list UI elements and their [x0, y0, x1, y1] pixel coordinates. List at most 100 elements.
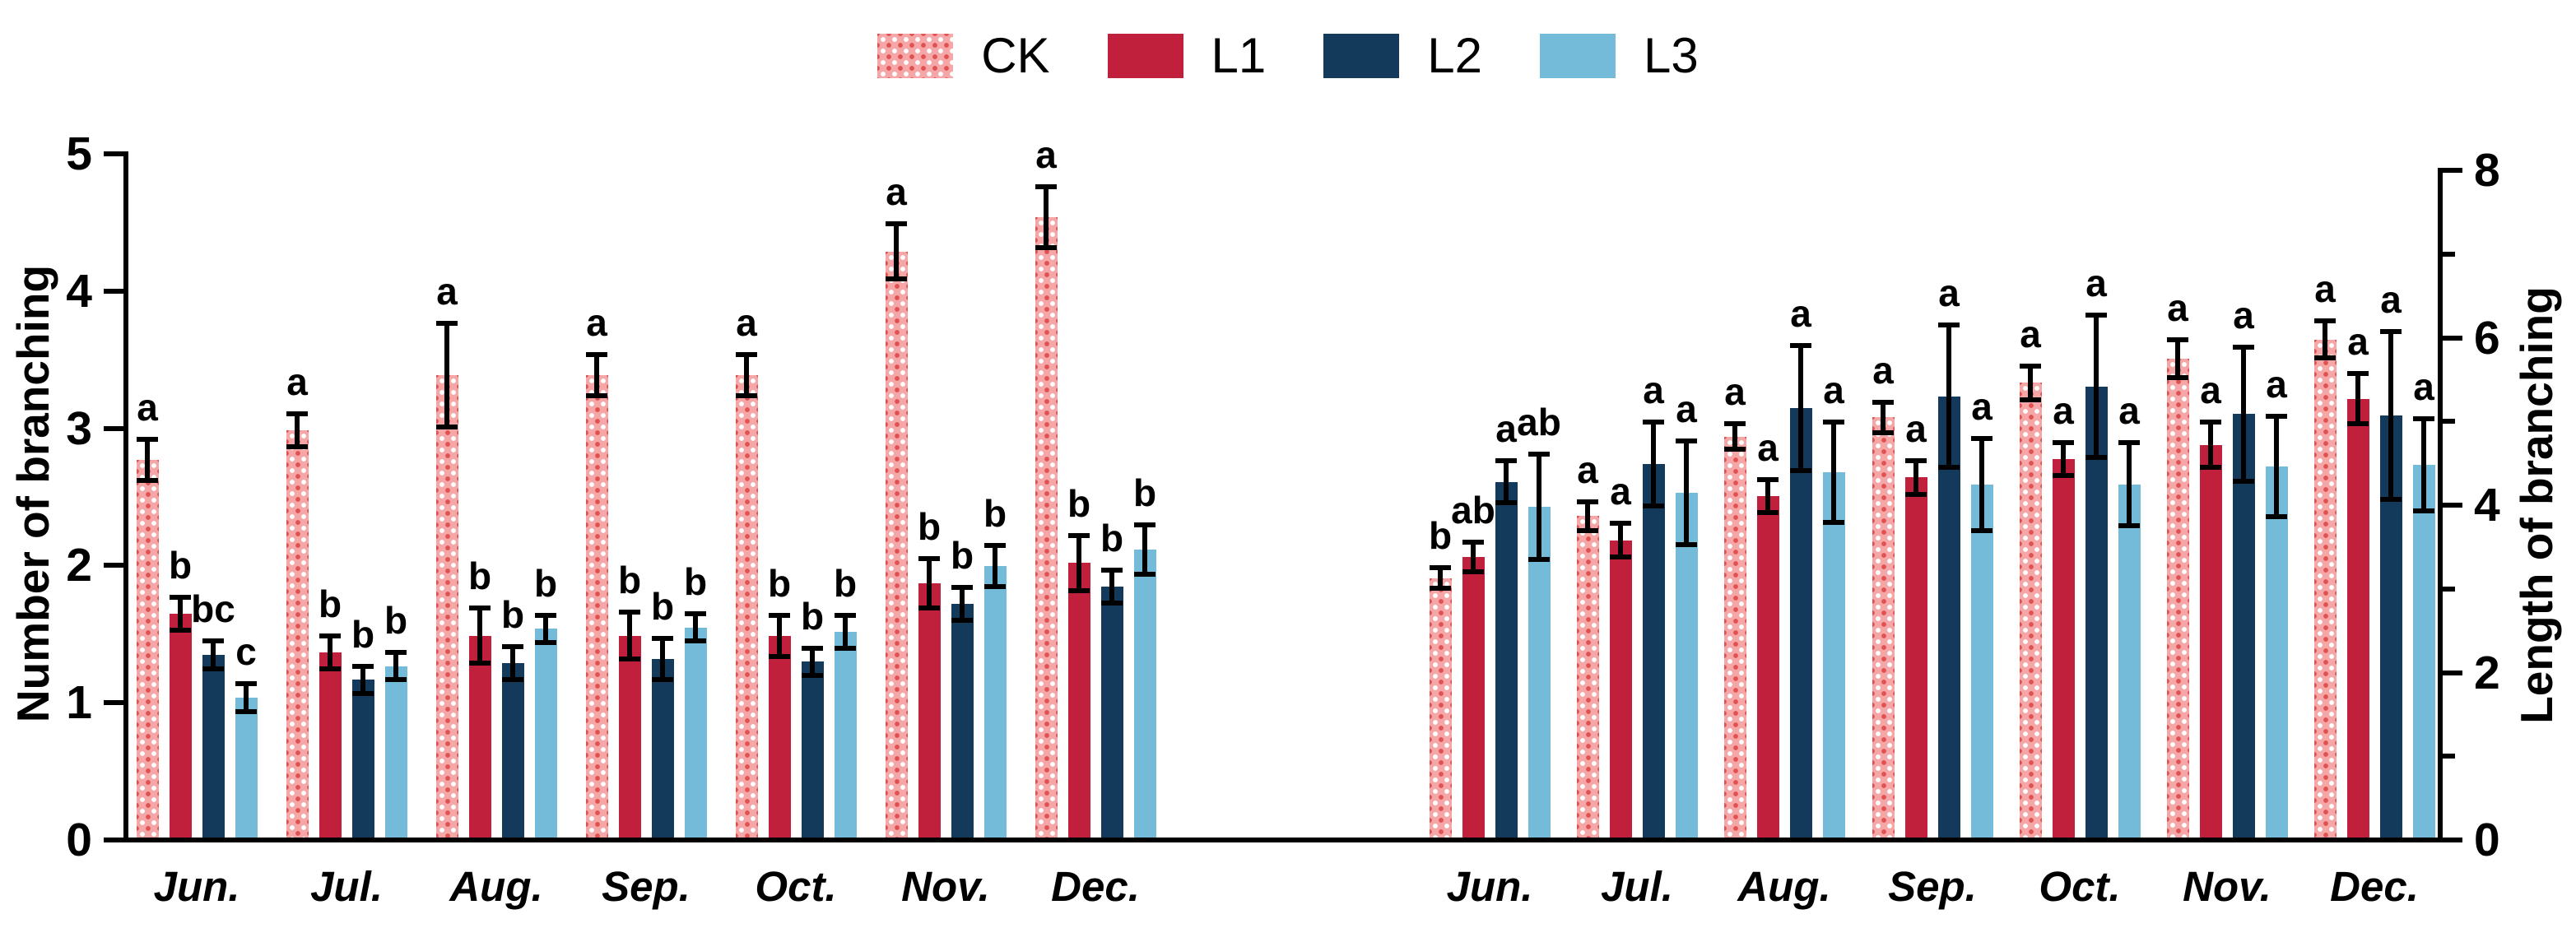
bar-l2-oct: [2085, 386, 2108, 838]
bar-l1-aug: [1756, 495, 1779, 838]
error-bar-cap-top: [502, 644, 523, 650]
y-tick-label: 3: [66, 401, 92, 455]
legend: CK L1 L2 L3: [0, 31, 2576, 81]
error-bar-line: [1471, 541, 1476, 573]
error-bar-cap-bottom: [918, 606, 940, 611]
error-bar-cap-top: [1495, 458, 1517, 464]
error-bar-cap-bottom: [1971, 527, 1992, 533]
error-bar-cap-bottom: [286, 443, 308, 449]
error-bar-cap-top: [2118, 439, 2140, 445]
bar-ck-oct: [735, 374, 758, 838]
error-bar-line: [810, 647, 815, 676]
bar-l2-jul: [351, 680, 374, 838]
error-bar-cap-top: [1676, 438, 1697, 443]
bar-l1-aug: [468, 635, 491, 838]
error-bar-line: [2094, 315, 2099, 458]
error-bar-line: [295, 413, 300, 447]
y-tick-label: 1: [66, 676, 92, 730]
error-bar-cap-top: [619, 610, 640, 615]
error-bar-cap-bottom: [1872, 429, 1894, 435]
y-tick: [104, 288, 123, 294]
error-bar-line: [1585, 501, 1590, 531]
bar-l1-dec: [2346, 398, 2369, 838]
bar-l3-aug: [1822, 472, 1845, 838]
significance-letter: b: [384, 598, 408, 642]
error-bar-cap-bottom: [2118, 523, 2140, 529]
y-tick: [104, 700, 123, 706]
y-tick: [2443, 670, 2462, 675]
x-category-label: Aug.: [1737, 863, 1831, 910]
error-bar-line: [244, 684, 249, 712]
significance-letter: b: [800, 594, 825, 638]
legend-label: CK: [981, 28, 1050, 83]
error-bar-line: [1765, 479, 1770, 513]
error-bar-cap-bottom: [1430, 585, 1451, 591]
significance-letter: b: [917, 505, 942, 549]
right-y-axis-line: [2438, 168, 2443, 842]
bar-ck-nov: [885, 251, 908, 838]
legend-swatch-ck: [877, 34, 954, 78]
error-bar-line: [2208, 422, 2213, 468]
error-bar-line: [444, 323, 449, 428]
significance-letter: b: [1428, 514, 1453, 558]
significance-letter: a: [1577, 448, 1598, 491]
error-bar-cap-bottom: [1938, 465, 1960, 471]
error-bar-cap-top: [1134, 522, 1155, 527]
error-bar-cap-bottom: [769, 653, 790, 659]
error-bar-line: [693, 614, 698, 642]
error-bar-line: [2274, 416, 2279, 517]
bar-l3-jul: [1675, 492, 1698, 838]
significance-letter: a: [2314, 267, 2336, 311]
error-bar-cap-bottom: [535, 640, 556, 646]
error-bar-line: [1651, 422, 1656, 507]
y-tick: [2443, 335, 2462, 341]
legend-swatch-l1: [1107, 34, 1183, 78]
bar-l1-dec: [1067, 563, 1090, 838]
left-y-axis-line: [123, 151, 128, 842]
error-bar-cap-top: [736, 351, 757, 357]
x-category-label: Jun.: [1446, 863, 1533, 910]
y-tick-label: 0: [66, 814, 92, 866]
error-bar-cap-bottom: [170, 628, 191, 633]
y-tick: [104, 425, 123, 431]
bar-l3-jul: [384, 666, 407, 838]
error-bar-cap-top: [1905, 458, 1927, 464]
error-bar-cap-bottom: [984, 583, 1006, 589]
significance-letter: a: [286, 360, 308, 403]
error-bar-cap-top: [235, 681, 257, 687]
error-bar-cap-bottom: [436, 425, 458, 430]
x-category-label: Aug.: [449, 863, 543, 910]
error-bar-cap-bottom: [2266, 514, 2287, 520]
error-bar-cap-top: [1643, 420, 1664, 425]
error-bar-cap-top: [2266, 414, 2287, 420]
error-bar-cap-top: [1724, 421, 1746, 427]
significance-letter: b: [833, 561, 858, 605]
error-bar-line: [2355, 374, 2360, 425]
error-bar-line: [1732, 424, 1737, 449]
error-bar-cap-top: [886, 221, 907, 227]
bar-l3-dec: [1133, 549, 1156, 838]
error-bar-line: [1504, 461, 1509, 503]
error-bar-cap-bottom: [2413, 508, 2434, 514]
significance-letter: a: [137, 386, 158, 429]
error-bar-cap-bottom: [1577, 527, 1598, 533]
significance-letter: b: [318, 582, 342, 625]
error-bar-cap-bottom: [736, 392, 757, 398]
error-bar-cap-bottom: [652, 677, 673, 683]
bar-ck-sep: [1872, 417, 1895, 838]
legend-label: L3: [1644, 28, 1699, 83]
error-bar-line: [1684, 440, 1689, 545]
y-tick: [104, 151, 123, 156]
error-bar-cap-bottom: [2200, 465, 2221, 471]
bar-ck-aug: [435, 374, 458, 838]
error-bar-cap-bottom: [2380, 496, 2402, 502]
significance-letter: a: [2085, 262, 2107, 305]
significance-letter: a: [1676, 387, 1697, 430]
error-bar-cap-top: [1790, 342, 1811, 348]
x-category-label: Nov.: [901, 863, 990, 910]
error-bar-cap-bottom: [1134, 571, 1155, 577]
bar-ck-sep: [585, 374, 608, 838]
significance-letter: a: [2347, 320, 2369, 364]
error-bar-cap-top: [1035, 184, 1057, 190]
error-bar-line: [993, 545, 997, 587]
